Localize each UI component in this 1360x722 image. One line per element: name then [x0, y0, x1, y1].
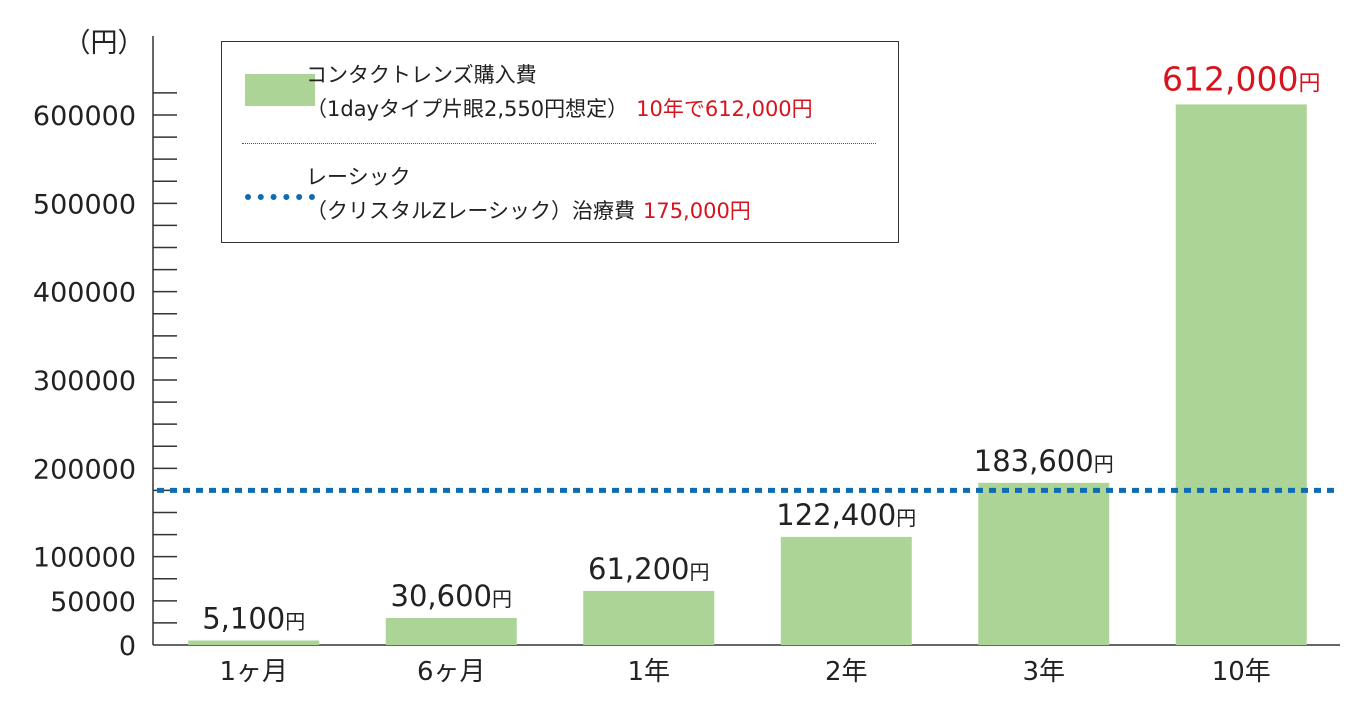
data-label-value: 30,600: [391, 579, 492, 613]
data-label-unit: 円: [689, 560, 709, 584]
y-tick-label: 0: [119, 631, 136, 662]
legend-note: 10年で612,000円: [636, 97, 813, 121]
data-label: 5,100円: [202, 601, 305, 635]
y-tick-labels: 0 50000 100000 200000 300000 400000 500000 6000…: [33, 101, 136, 662]
y-tick-label: 300000: [33, 366, 136, 397]
data-label: 183,600円: [974, 444, 1114, 478]
x-tick-label: 1ヶ月: [219, 657, 288, 687]
data-label-unit: 円: [492, 587, 512, 611]
bar: [978, 482, 1110, 645]
legend: コンタクトレンズ購入費 （1dayタイプ片眼2,550円想定） 10年で612,0…: [221, 41, 899, 243]
x-tick-label: 6ヶ月: [417, 657, 486, 687]
data-label-unit: 円: [896, 506, 916, 530]
data-label-value: 122,400: [776, 498, 896, 532]
legend-line2: （クリスタルZレーシック）治療費: [306, 199, 635, 223]
data-label-unit: 円: [285, 609, 305, 633]
x-tick-labels: 1ヶ月 6ヶ月 1年 2年 3年 10年: [219, 657, 1270, 687]
legend-line2: （1dayタイプ片眼2,550円想定）: [306, 97, 629, 121]
legend-divider: [242, 143, 876, 144]
legend-line1: コンタクトレンズ購入費: [306, 63, 537, 87]
y-axis-unit-label: （円）: [64, 28, 145, 59]
bar: [385, 617, 517, 645]
legend-line2-row: （1dayタイプ片眼2,550円想定） 10年で612,000円: [306, 92, 813, 126]
legend-swatch-bar: [245, 74, 315, 106]
data-label-unit: 円: [1094, 452, 1114, 476]
data-label-unit: 円: [1298, 71, 1320, 96]
x-tick-label: 10年: [1212, 657, 1271, 687]
data-label-value: 5,100: [202, 601, 285, 635]
bar: [1175, 104, 1307, 645]
legend-text-contact-lens: コンタクトレンズ購入費 （1dayタイプ片眼2,550円想定） 10年で612,0…: [306, 58, 813, 126]
data-label-value: 183,600: [974, 444, 1094, 478]
y-tick-label: 600000: [33, 101, 136, 132]
data-label-value: 61,200: [588, 552, 689, 586]
y-tick-label: 50000: [50, 587, 136, 618]
data-labels: 5,100円30,600円61,200円122,400円183,600円612,…: [202, 59, 1320, 635]
x-tick-label: 2年: [825, 657, 868, 687]
data-label: 122,400円: [776, 498, 916, 532]
data-label: 30,600円: [391, 579, 512, 613]
bar: [583, 590, 715, 645]
y-tick-label: 500000: [33, 189, 136, 220]
y-tick-label: 100000: [33, 543, 136, 574]
legend-text-lasik: レーシック （クリスタルZレーシック）治療費 175,000円: [306, 160, 751, 228]
legend-note: 175,000円: [642, 199, 751, 223]
legend-line2-row: （クリスタルZレーシック）治療費 175,000円: [306, 194, 751, 228]
data-label-value: 612,000: [1162, 59, 1298, 98]
legend-line1: レーシック: [306, 165, 411, 189]
bar: [780, 536, 912, 645]
y-tick-label: 200000: [33, 454, 136, 485]
y-tick-label: 400000: [33, 278, 136, 309]
legend-swatch-dotted-line: [245, 194, 315, 200]
bar: [188, 640, 320, 645]
x-tick-label: 1年: [627, 657, 670, 687]
x-tick-label: 3年: [1022, 657, 1065, 687]
data-label: 612,000円: [1162, 59, 1320, 98]
bars: [188, 104, 1307, 645]
data-label: 61,200円: [588, 552, 709, 586]
